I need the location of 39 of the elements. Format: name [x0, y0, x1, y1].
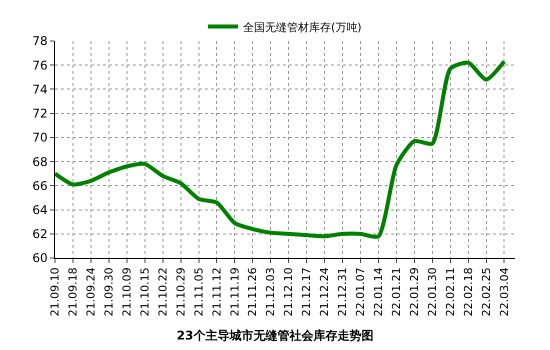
- y-tick-label: 60: [32, 251, 48, 266]
- x-tick-label: 21.12.31: [336, 267, 350, 316]
- x-tick-label: 21.12.10: [282, 267, 296, 316]
- legend-label: 全国无缝管材库存(万吨): [243, 20, 362, 34]
- y-tick-label: 76: [32, 58, 48, 72]
- x-tick-label: 21.12.03: [264, 267, 278, 316]
- y-tick-label: 66: [32, 178, 48, 193]
- x-tick-label: 21.10.15: [138, 267, 152, 316]
- x-tick-label: 21.10.29: [174, 267, 188, 316]
- x-tick-label: 22.01.07: [354, 267, 368, 316]
- x-tick-label: 21.12.24: [318, 267, 332, 316]
- y-tick-label: 78: [32, 34, 48, 48]
- x-tick-label: 21.09.30: [102, 267, 116, 316]
- x-tick-label: 22.01.29: [408, 267, 421, 316]
- x-tick-label: 22.03.04: [498, 267, 511, 316]
- x-tick-label: 22.02.18: [462, 267, 475, 316]
- text: 23个主导城市无缝管社会库存走势图: [176, 328, 374, 342]
- y-tick-label: 64: [32, 202, 48, 217]
- x-tick-label: 22.02.11: [444, 267, 457, 316]
- x-tick-label: 21.11.12: [210, 267, 224, 316]
- x-tick-label: 21.11.26: [246, 267, 260, 316]
- x-tick-label: 21.09.24: [84, 267, 98, 316]
- y-tick-label: 68: [32, 154, 48, 169]
- x-tick-label: 21.09.10: [48, 267, 62, 316]
- x-tick-label: 22.01.21: [390, 267, 403, 316]
- x-tick-label: 21.11.05: [192, 267, 206, 316]
- x-tick-label: 22.01.30: [426, 267, 439, 316]
- y-tick-label: 70: [32, 130, 48, 145]
- x-tick-label: 21.12.17: [300, 267, 314, 316]
- x-tick-label: 22.02.25: [480, 267, 493, 316]
- x-tick-label: 21.11.19: [228, 267, 242, 316]
- x-tick-label: 21.10.22: [156, 267, 170, 316]
- line-series: [55, 59, 506, 239]
- y-tick-label: 74: [32, 82, 48, 96]
- x-tick-label: 22.01.14: [372, 267, 386, 316]
- x-tick-label: 21.10.09: [120, 267, 134, 316]
- y-tick-label: 72: [32, 106, 48, 121]
- x-tick-label: 21.09.18: [66, 267, 80, 316]
- y-tick-label: 62: [32, 227, 48, 242]
